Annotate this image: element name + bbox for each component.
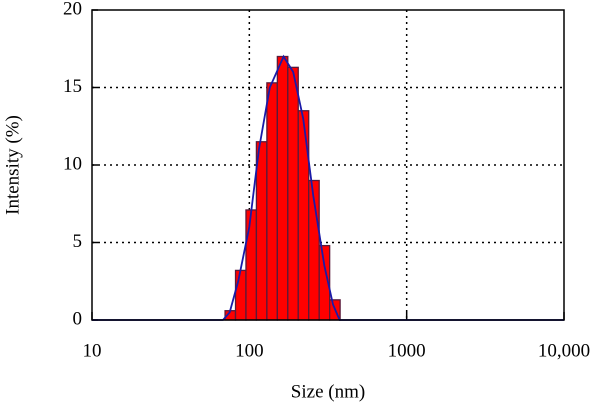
x-tick-label: 100: [235, 340, 264, 361]
bar: [245, 209, 258, 321]
bar: [234, 269, 247, 321]
plot-frame: [91, 9, 565, 321]
x-tick-label: 10,000: [538, 340, 590, 361]
y-axis-label: Intensity (%): [2, 115, 23, 215]
fit-line: [92, 54, 564, 321]
y-tick-label: 0: [73, 308, 83, 329]
y-tick-label: 10: [63, 153, 82, 174]
bar: [266, 82, 279, 321]
x-tick-label: 1000: [388, 340, 426, 361]
y-tick-label: 15: [63, 76, 82, 97]
y-tick-label: 20: [63, 0, 82, 19]
x-axis-label: Size (nm): [291, 381, 365, 402]
y-tick-label: 5: [73, 231, 83, 252]
bar: [287, 66, 299, 321]
bar: [276, 55, 289, 321]
x-tick-label: 10: [83, 340, 102, 361]
bar: [255, 141, 268, 321]
